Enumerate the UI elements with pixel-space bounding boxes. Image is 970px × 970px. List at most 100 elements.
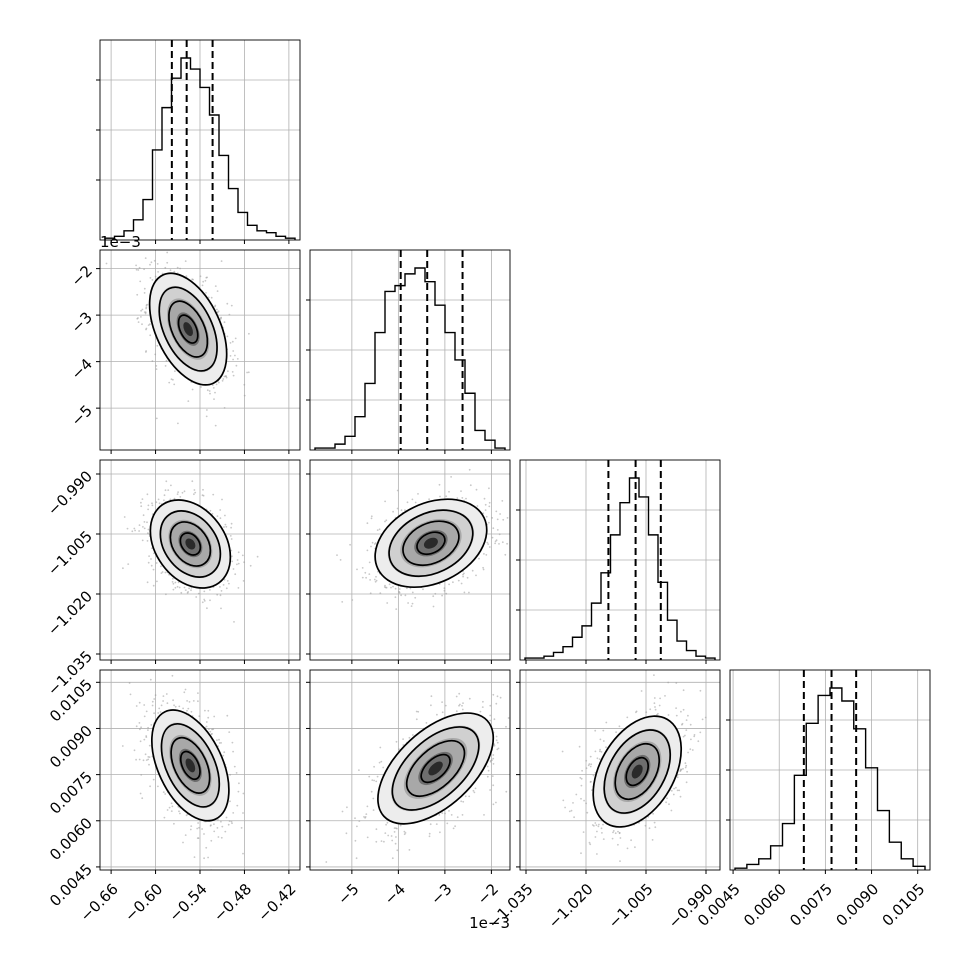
sample-point [170, 484, 172, 487]
sample-point [409, 587, 412, 590]
sample-point [177, 422, 179, 425]
sample-point [163, 494, 166, 497]
sample-point [492, 757, 495, 760]
sample-point [231, 555, 233, 558]
sample-point [390, 586, 392, 589]
sample-point [228, 731, 231, 733]
sample-point [162, 695, 165, 697]
sample-point [462, 800, 465, 803]
sample-point [146, 521, 148, 524]
histogram-step-0 [104, 57, 296, 240]
sample-point [203, 590, 206, 593]
sample-point [144, 257, 147, 259]
sample-point [209, 825, 212, 827]
sample-point [468, 468, 471, 471]
sample-point [242, 792, 245, 795]
sample-point [461, 708, 464, 711]
contour-line-1 [158, 286, 218, 372]
sample-point [210, 839, 213, 842]
sample-point [499, 696, 502, 699]
sample-point [463, 591, 466, 594]
contour-line-3 [179, 532, 202, 556]
sample-point [378, 761, 381, 764]
sample-point [147, 726, 149, 729]
sample-point [404, 509, 406, 511]
sample-point [395, 608, 398, 610]
sample-point [174, 370, 176, 373]
contour-line-0 [148, 272, 228, 386]
sample-point [223, 751, 226, 754]
sample-point [483, 553, 485, 555]
sample-point [396, 489, 399, 492]
sample-point [448, 490, 450, 493]
sample-point [156, 580, 158, 583]
sample-point [217, 818, 219, 821]
sample-point [157, 785, 159, 788]
sample-point [211, 732, 213, 735]
density-layer [121, 674, 245, 870]
sample-point [393, 831, 396, 833]
sample-point [460, 490, 462, 492]
sample-point [169, 498, 172, 501]
sample-point [488, 521, 490, 524]
sample-point [536, 469, 538, 471]
sample-point [249, 564, 252, 567]
sample-point [496, 748, 499, 751]
sample-point [374, 542, 377, 544]
sample-point [356, 568, 358, 571]
sample-point [454, 825, 456, 828]
sample-point [504, 553, 507, 556]
sample-point [215, 383, 218, 386]
sample-point [203, 598, 206, 601]
sample-point [201, 601, 204, 604]
sample-point [460, 582, 463, 585]
sample-point [370, 517, 373, 520]
sample-point [162, 791, 165, 793]
sample-point [189, 828, 192, 831]
sample-point [493, 744, 496, 747]
sample-point [190, 586, 193, 589]
sample-point [144, 753, 147, 756]
histogram-panel-1 [306, 249, 511, 454]
sample-point [368, 561, 371, 564]
sample-point [140, 309, 142, 312]
sample-point [206, 607, 208, 610]
sample-point [482, 566, 484, 569]
sample-point [221, 379, 224, 382]
sample-point [220, 820, 222, 823]
sample-point [495, 739, 498, 742]
sample-point [417, 710, 420, 713]
sample-point [226, 335, 229, 338]
sample-point [236, 358, 239, 360]
sample-point [138, 722, 141, 724]
sample-point [441, 711, 444, 714]
sample-point [146, 540, 149, 542]
sample-point [127, 563, 130, 565]
sample-point [140, 774, 143, 776]
sample-point [172, 378, 174, 381]
sample-point [150, 261, 153, 264]
sample-point [236, 804, 239, 807]
sample-point [134, 529, 136, 532]
sample-point [143, 287, 146, 290]
sample-point [214, 285, 217, 287]
sample-point [164, 793, 167, 795]
sample-point [149, 277, 152, 279]
sample-point [438, 814, 441, 816]
histogram-panel-3 [726, 669, 931, 874]
sample-point [216, 308, 218, 311]
sample-point [488, 505, 491, 508]
sample-point [233, 621, 235, 623]
contour-line-1 [391, 726, 480, 811]
sample-point [693, 735, 696, 738]
sample-point [653, 674, 655, 676]
sample-point [493, 718, 496, 721]
density-layer [105, 251, 250, 427]
sample-point [448, 810, 450, 812]
sample-point [173, 822, 175, 825]
sample-point [491, 759, 493, 761]
sample-point [233, 765, 236, 768]
sample-point [415, 710, 418, 713]
sample-point [153, 259, 156, 262]
sample-point [178, 810, 180, 813]
